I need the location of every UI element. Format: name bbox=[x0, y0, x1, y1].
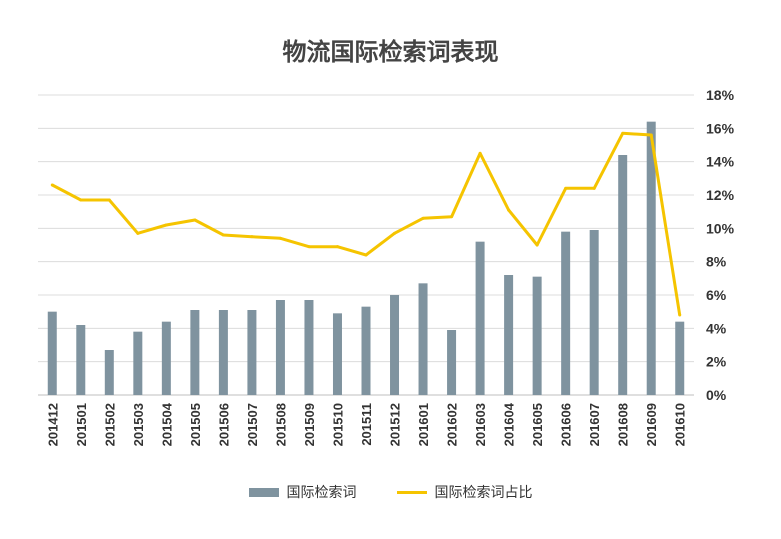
bar bbox=[390, 295, 400, 395]
y-tick-label: 18% bbox=[706, 87, 735, 103]
line-series bbox=[51, 131, 682, 316]
x-tick-label: 201608 bbox=[616, 403, 631, 446]
bar bbox=[275, 300, 285, 395]
x-tick-label: 201610 bbox=[673, 403, 688, 446]
x-tick-label: 201506 bbox=[216, 403, 231, 446]
x-tick-label: 201509 bbox=[302, 403, 317, 446]
y-tick-label: 10% bbox=[706, 220, 735, 236]
y-tick-label: 14% bbox=[706, 154, 735, 170]
line-point bbox=[421, 216, 425, 220]
legend-label-line: 国际检索词占比 bbox=[434, 485, 533, 501]
line-point bbox=[393, 231, 397, 235]
bar bbox=[47, 311, 57, 395]
x-tick-label: 201604 bbox=[502, 402, 517, 446]
x-tick-label: 201603 bbox=[473, 403, 488, 446]
bar bbox=[218, 310, 228, 395]
line-point bbox=[136, 231, 140, 235]
x-tick-label: 201601 bbox=[416, 403, 431, 446]
bar bbox=[133, 331, 143, 395]
x-tick-label: 201505 bbox=[188, 403, 203, 446]
x-tick-label: 201511 bbox=[359, 403, 374, 446]
line-point bbox=[107, 198, 111, 202]
x-tick-label: 201512 bbox=[388, 403, 403, 446]
bar bbox=[190, 310, 200, 395]
line-point bbox=[307, 245, 311, 249]
y-tick-label: 16% bbox=[706, 120, 735, 136]
line-point bbox=[50, 183, 54, 187]
bar bbox=[304, 300, 314, 395]
bar bbox=[475, 241, 485, 395]
bar bbox=[646, 121, 656, 396]
bar bbox=[504, 275, 514, 395]
bar bbox=[589, 230, 599, 395]
y-tick-label: 2% bbox=[706, 354, 727, 370]
line-point bbox=[250, 235, 254, 239]
x-tick-label: 201606 bbox=[559, 403, 574, 446]
line-point bbox=[221, 233, 225, 237]
x-tick-label: 201501 bbox=[74, 403, 89, 446]
bar bbox=[418, 283, 428, 395]
line-point bbox=[193, 218, 197, 222]
line-point bbox=[564, 186, 568, 190]
bar bbox=[247, 310, 257, 395]
line-point bbox=[364, 253, 368, 257]
x-tick-label: 201504 bbox=[159, 402, 174, 446]
y-tick-label: 4% bbox=[706, 320, 727, 336]
line-point bbox=[478, 151, 482, 155]
bar bbox=[447, 330, 457, 395]
bar bbox=[76, 325, 86, 395]
x-tick-label: 201502 bbox=[102, 403, 117, 446]
y-tick-label: 8% bbox=[706, 254, 727, 270]
legend-label-bars: 国际检索词 bbox=[286, 485, 357, 501]
line-point bbox=[535, 243, 539, 247]
bar bbox=[104, 350, 114, 395]
line-point bbox=[649, 133, 653, 137]
line-point bbox=[678, 313, 682, 317]
bar bbox=[675, 321, 685, 395]
legend-swatch-line bbox=[396, 490, 427, 494]
y-tick-label: 12% bbox=[706, 187, 735, 203]
legend-item-line[interactable]: 国际检索词占比 bbox=[396, 482, 533, 502]
x-tick-label: 201605 bbox=[530, 403, 545, 446]
bar bbox=[618, 155, 628, 395]
x-tick-label: 201412 bbox=[45, 403, 60, 446]
line-point bbox=[450, 215, 454, 219]
x-tick-label: 201510 bbox=[330, 403, 345, 446]
x-tick-label: 201609 bbox=[644, 403, 659, 446]
bar bbox=[332, 313, 342, 395]
legend-swatch-bars bbox=[248, 487, 279, 497]
legend-item-bars[interactable]: 国际检索词 bbox=[248, 482, 357, 502]
bar bbox=[361, 306, 371, 395]
line-point bbox=[621, 131, 625, 135]
x-tick-label: 201508 bbox=[273, 403, 288, 446]
bar bbox=[561, 231, 571, 395]
y-tick-label: 6% bbox=[706, 287, 727, 303]
chart-title: 物流国际检索词表现 bbox=[282, 38, 499, 66]
x-tick-label: 201602 bbox=[445, 403, 460, 446]
x-tick-label: 201507 bbox=[245, 403, 260, 446]
line-point bbox=[335, 245, 339, 249]
legend: 国际检索词 国际检索词占比 bbox=[0, 482, 781, 502]
bar bbox=[161, 321, 171, 395]
line-point bbox=[79, 198, 83, 202]
line-point bbox=[164, 223, 168, 227]
bar bbox=[532, 276, 542, 395]
y-tick-label: 0% bbox=[706, 387, 727, 403]
line-point bbox=[507, 208, 511, 212]
x-tick-label: 201503 bbox=[131, 403, 146, 446]
x-tick-label: 201607 bbox=[587, 403, 602, 446]
line-point bbox=[278, 236, 282, 240]
line-point bbox=[592, 186, 596, 190]
